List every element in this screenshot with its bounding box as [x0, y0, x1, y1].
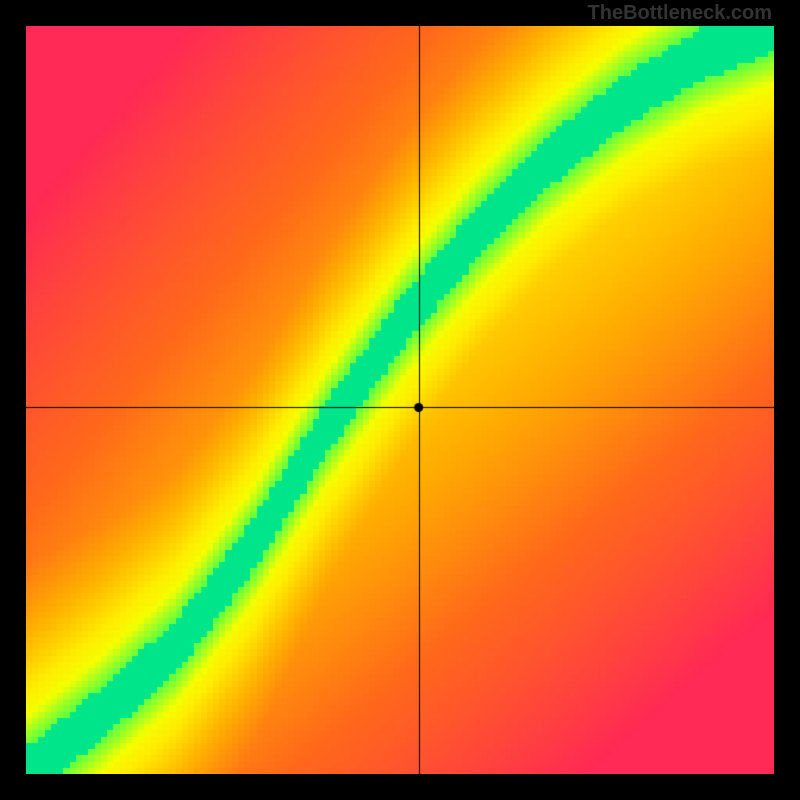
- watermark-text: TheBottleneck.com: [588, 2, 772, 25]
- bottleneck-heatmap: [26, 26, 774, 774]
- figure-container: TheBottleneck.com: [0, 0, 800, 800]
